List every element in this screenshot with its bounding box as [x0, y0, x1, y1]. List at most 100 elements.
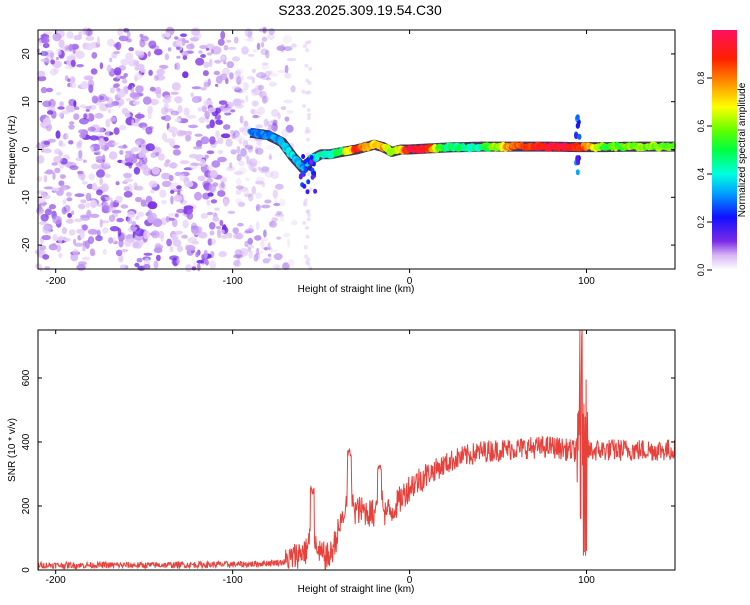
signal-cell: [309, 155, 314, 160]
noise-blob: [247, 237, 253, 245]
noise-blob: [284, 116, 290, 122]
noise-blob: [164, 138, 174, 143]
noise-blob: [51, 187, 60, 192]
signal-cell: [302, 183, 307, 189]
noise-blob: [49, 204, 56, 210]
noise-blob: [207, 192, 214, 197]
noise-blob: [91, 163, 100, 170]
noise-blob: [248, 224, 254, 234]
noise-blob: [147, 51, 151, 57]
noise-blob: [212, 182, 219, 188]
noise-blob: [217, 229, 221, 239]
noise-blob: [264, 70, 271, 77]
noise-blob: [175, 46, 181, 50]
noise-blob: [89, 135, 99, 141]
noise-blob: [223, 198, 229, 207]
noise-blob: [136, 257, 143, 263]
noise-blob: [43, 186, 54, 190]
noise-blob: [268, 153, 272, 159]
noise-blob: [150, 98, 159, 106]
noise-blob: [119, 264, 128, 270]
noise-blob: [268, 249, 278, 253]
noise-blob: [118, 124, 127, 131]
noise-blob: [161, 116, 166, 120]
noise-blob: [203, 82, 210, 88]
noise-blob: [190, 162, 201, 166]
noise-blob: [181, 234, 188, 239]
noise-blob: [46, 110, 54, 115]
noise-blob: [256, 141, 262, 148]
noise-blob: [90, 199, 98, 209]
noise-blob: [270, 119, 278, 125]
noise-blob: [41, 37, 50, 44]
noise-blob: [161, 180, 172, 188]
x-tick-label: -200: [46, 276, 66, 287]
noise-blob: [273, 124, 278, 133]
noise-blob: [116, 217, 124, 223]
signal-cell: [303, 159, 307, 165]
noise-blob: [169, 245, 174, 253]
noise-blob: [277, 112, 281, 120]
noise-blob: [261, 36, 268, 42]
noise-blob: [174, 118, 182, 123]
noise-blob: [91, 52, 98, 59]
noise-blob: [307, 112, 311, 117]
signal-cell: [305, 189, 310, 195]
noise-blob: [134, 262, 140, 268]
noise-blob: [43, 175, 48, 183]
noise-blob: [287, 259, 295, 267]
noise-blob: [277, 69, 287, 74]
noise-blob: [42, 194, 51, 200]
noise-blob: [268, 255, 272, 261]
noise-blob: [251, 185, 257, 195]
noise-blob: [53, 156, 63, 164]
signal-cell: [575, 169, 580, 176]
noise-blob: [248, 249, 253, 259]
noise-blob: [68, 229, 76, 236]
noise-blob: [82, 245, 86, 252]
noise-blob: [138, 150, 144, 158]
snr-y-ticks: 0 200 400 600: [21, 369, 675, 573]
noise-blob: [182, 219, 189, 229]
noise-blob: [38, 39, 43, 47]
noise-blob: [261, 182, 266, 188]
noise-blob: [119, 150, 124, 155]
noise-blob: [124, 152, 134, 162]
noise-blob: [209, 119, 215, 129]
noise-blob: [248, 193, 254, 202]
noise-blob: [170, 195, 174, 205]
noise-blob: [127, 59, 138, 67]
noise-blob: [255, 221, 260, 231]
noise-blob: [123, 191, 133, 198]
noise-blob: [65, 59, 71, 65]
noise-blob: [171, 233, 179, 242]
y-tick-label: -10: [21, 190, 32, 205]
noise-blob: [90, 146, 94, 152]
noise-blob: [110, 199, 114, 209]
noise-blob: [36, 70, 46, 77]
noise-blob: [260, 240, 265, 249]
noise-blob: [77, 170, 84, 175]
noise-blob: [124, 238, 132, 247]
x-tick-label: 100: [578, 575, 595, 586]
noise-blob: [246, 75, 254, 80]
noise-blob: [127, 210, 135, 219]
noise-blob: [206, 150, 215, 155]
y-tick-label: 0: [21, 146, 32, 152]
noise-blob: [257, 166, 261, 171]
noise-blob: [220, 133, 231, 139]
noise-blob: [186, 211, 194, 220]
noise-blob: [247, 161, 257, 170]
noise-blob: [172, 132, 176, 138]
signal-cell: [303, 167, 308, 173]
noise-blob: [133, 166, 141, 175]
noise-blob: [236, 81, 245, 86]
noise-blob: [100, 145, 110, 151]
noise-blob: [105, 96, 110, 102]
noise-blob: [308, 187, 313, 192]
noise-blob: [218, 100, 228, 105]
noise-blob: [219, 219, 224, 226]
noise-blob: [40, 50, 49, 57]
noise-blob: [274, 213, 284, 217]
noise-blob: [80, 214, 89, 218]
